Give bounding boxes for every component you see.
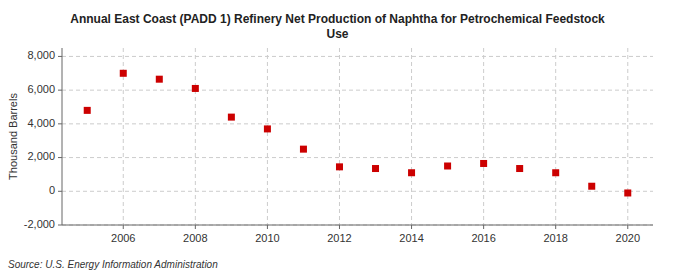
y-tick — [58, 123, 62, 124]
point — [372, 165, 379, 172]
points — [84, 70, 632, 197]
x-tick-label: 2012 — [327, 232, 351, 244]
ticks: -2,000 0 2,000 4,000 6,000 8,000 2006 2008 2010 2… — [24, 49, 640, 244]
y-axis-line — [62, 48, 63, 225]
point — [444, 163, 451, 170]
x-grid-line — [267, 48, 268, 225]
x-tick-label: 2020 — [616, 232, 640, 244]
x-tick — [627, 225, 628, 229]
title-line: Annual East Coast (PADD 1) Refinery Net … — [70, 12, 605, 26]
point — [408, 169, 415, 176]
chart-container: Annual East Coast (PADD 1) Refinery Net … — [0, 0, 675, 275]
point — [84, 107, 91, 114]
y-grid-line — [62, 157, 653, 158]
x-grid-line — [339, 48, 340, 225]
x-tick-label: 2006 — [111, 232, 135, 244]
y-tick-label: 6,000 — [27, 83, 55, 95]
grid — [62, 48, 653, 225]
y-tick-label: 8,000 — [27, 49, 55, 61]
x-axis-line — [62, 225, 653, 226]
point — [228, 114, 235, 121]
point — [588, 183, 595, 190]
x-tick-label: 2008 — [183, 232, 207, 244]
y-grid-line — [62, 191, 653, 192]
x-grid-line — [627, 48, 628, 225]
x-grid-line — [195, 48, 196, 225]
point — [336, 163, 343, 170]
y-tick — [58, 157, 62, 158]
x-tick-label: 2016 — [471, 232, 495, 244]
point — [156, 76, 163, 83]
y-tick-label: -2,000 — [24, 218, 55, 230]
title: Annual East Coast (PADD 1) Refinery Net … — [70, 12, 605, 41]
y-tick-label: 4,000 — [27, 117, 55, 129]
y-grid-line — [62, 225, 653, 226]
y-grid-line — [62, 56, 653, 57]
y-tick — [58, 191, 62, 192]
point — [516, 165, 523, 172]
x-grid-line — [411, 48, 412, 225]
x-tick-label: 2010 — [255, 232, 279, 244]
x-grid-line — [555, 48, 556, 225]
chart-svg: Annual East Coast (PADD 1) Refinery Net … — [0, 0, 675, 275]
x-tick — [267, 225, 268, 229]
y-grid-line — [62, 90, 653, 91]
x-tick — [483, 225, 484, 229]
y-tick — [58, 56, 62, 57]
point — [552, 169, 559, 176]
x-tick — [411, 225, 412, 229]
y-tick — [58, 225, 62, 226]
y-axis-label: Thousand Barrels — [7, 93, 19, 180]
point — [264, 125, 271, 132]
point — [480, 160, 487, 167]
source: Source: U.S. Energy Information Administ… — [8, 259, 218, 270]
point — [192, 85, 199, 92]
y-tick-label: 2,000 — [27, 150, 55, 162]
x-grid-line — [483, 48, 484, 225]
y-tick — [58, 90, 62, 91]
x-tick-label: 2014 — [399, 232, 423, 244]
point — [300, 146, 307, 153]
x-tick — [555, 225, 556, 229]
x-tick — [339, 225, 340, 229]
point — [120, 70, 127, 77]
point — [624, 189, 631, 196]
x-tick-label: 2018 — [543, 232, 567, 244]
title-line: Use — [326, 27, 348, 41]
x-tick — [195, 225, 196, 229]
x-tick — [123, 225, 124, 229]
y-tick-label: 0 — [49, 184, 55, 196]
y-grid-line — [62, 123, 653, 124]
